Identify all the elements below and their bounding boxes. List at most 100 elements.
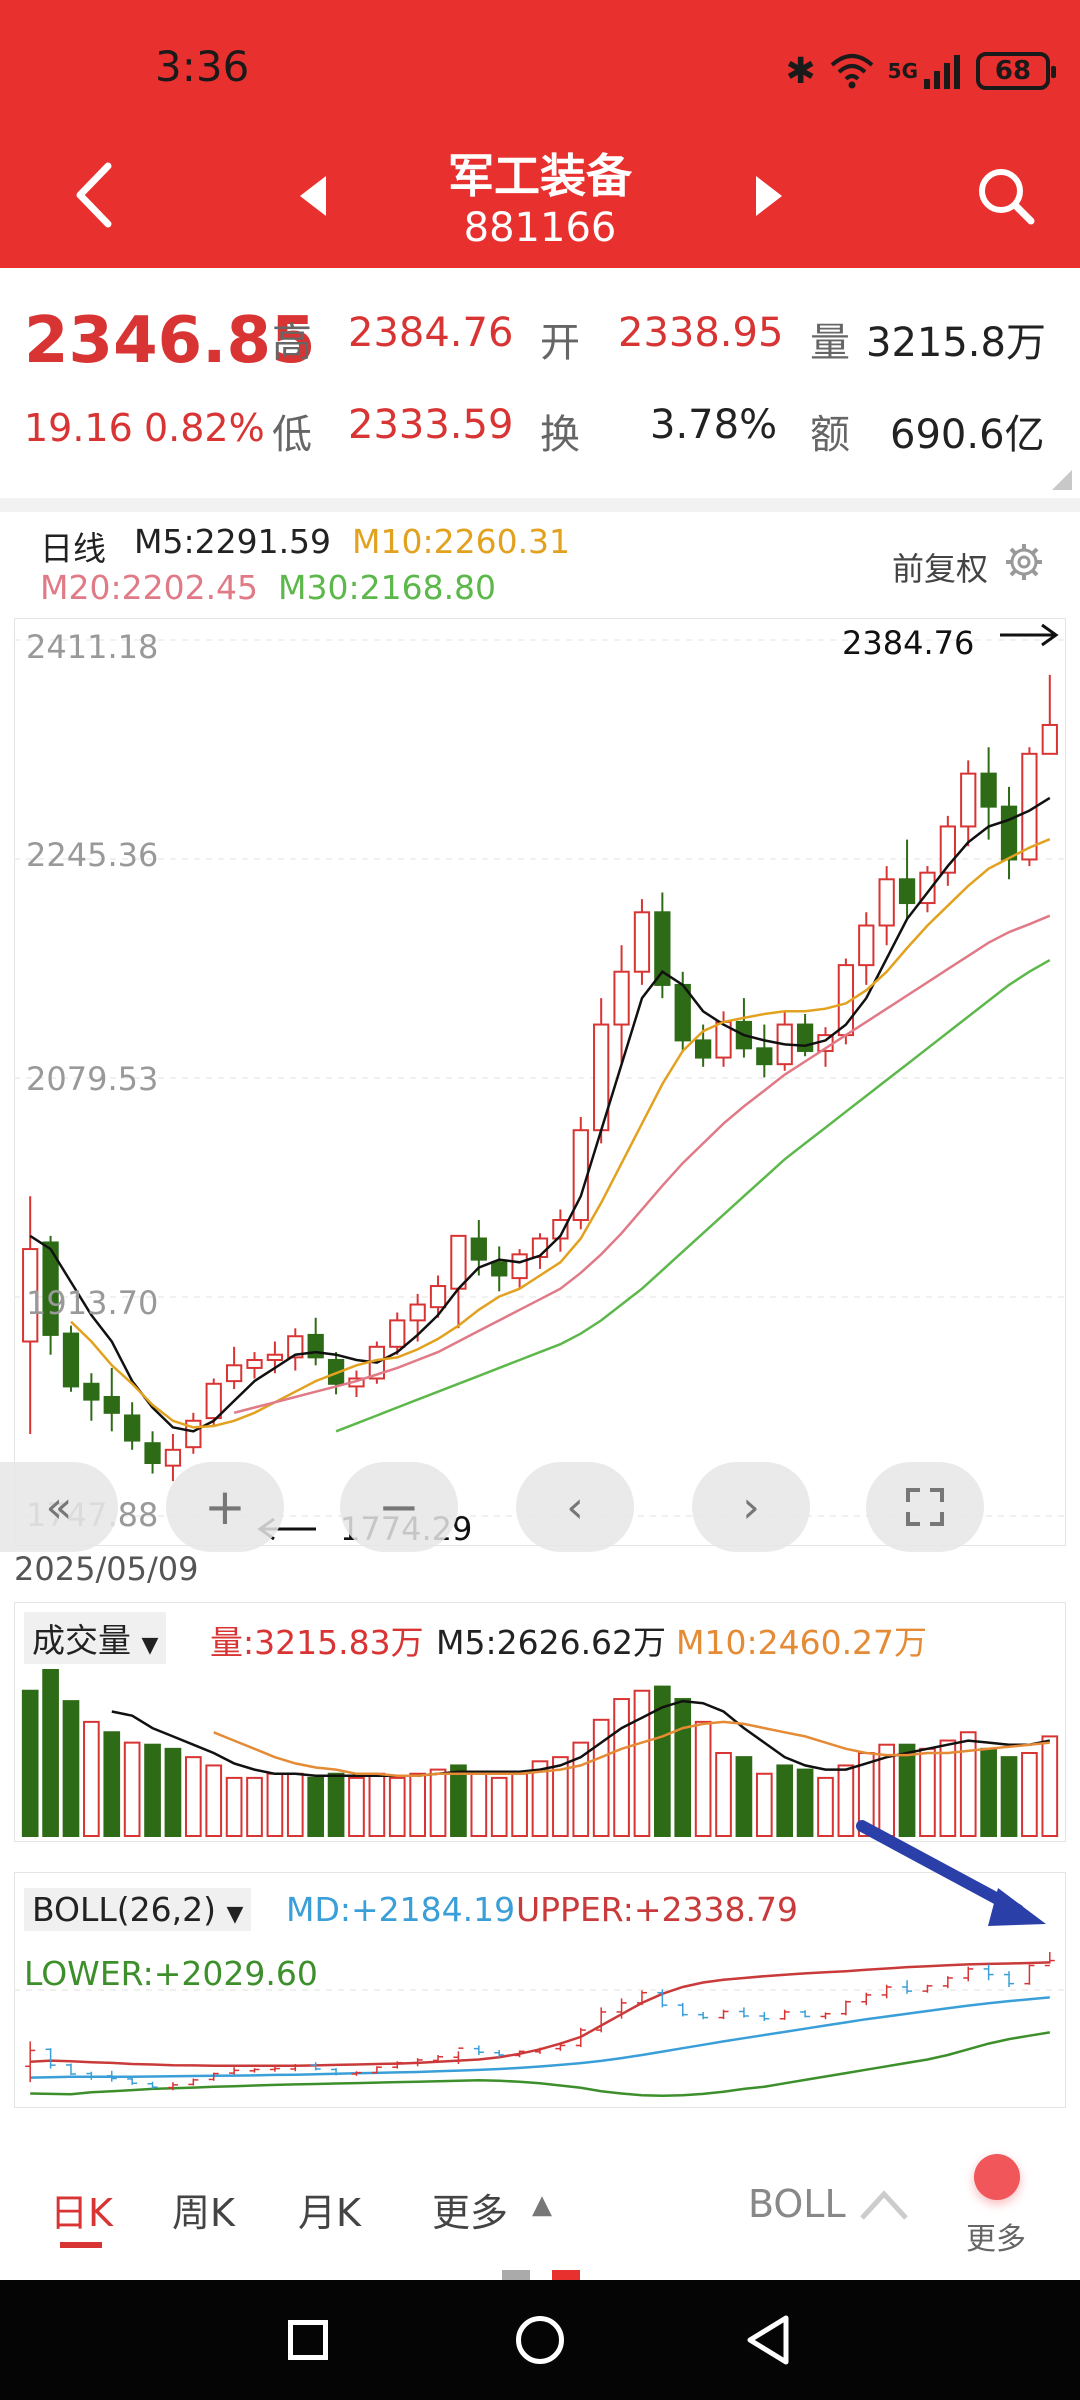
candle-body	[83, 1382, 100, 1401]
price-change: 19.16	[24, 406, 133, 450]
candle-body	[124, 1414, 141, 1442]
zoom-out-button[interactable]: −	[340, 1462, 458, 1552]
low-label: 低	[272, 412, 312, 458]
volume-chart-frame	[14, 1602, 1066, 1842]
recents-button[interactable]	[288, 2320, 328, 2360]
candle-body	[552, 1219, 569, 1240]
back-nav-icon[interactable]	[744, 2314, 792, 2366]
more-dot-icon[interactable]	[974, 2154, 1020, 2200]
zoom-in-button[interactable]: +	[166, 1462, 284, 1552]
bluetooth-icon: ✱	[785, 50, 816, 92]
candle-body	[164, 1448, 182, 1467]
last-price: 2346.85	[24, 304, 316, 378]
volume-value-label: 量:3215.83万	[210, 1623, 424, 1662]
volume-bar	[409, 1772, 426, 1837]
volume-ma10-line	[213, 1720, 1050, 1778]
gear-icon[interactable]	[1004, 542, 1044, 582]
next-stock-icon[interactable]	[750, 172, 786, 220]
volume-label: 量	[810, 320, 850, 366]
volume-bar	[490, 1776, 508, 1837]
candle-body	[980, 772, 997, 808]
tab-week-k[interactable]: 周K	[172, 2191, 235, 2235]
tab-more[interactable]: 更多	[432, 2191, 509, 2235]
search-icon[interactable]	[976, 166, 1036, 226]
ma5-value: M5:2291.59	[134, 522, 332, 561]
boll-md: MD:+2184.19	[286, 1890, 516, 1929]
candle-body	[389, 1319, 406, 1348]
volume-ma5: M5:2626.62万	[436, 1623, 667, 1662]
chevron-left-icon: ‹	[566, 1481, 584, 1533]
divider	[0, 498, 1080, 512]
volume-bar	[327, 1772, 345, 1837]
volume-bar	[103, 1731, 121, 1837]
volume-bar	[837, 1764, 855, 1837]
turnover-label: 换	[540, 412, 580, 458]
volume-bar	[21, 1689, 39, 1837]
scroll-left-button[interactable]: ‹	[516, 1462, 634, 1552]
y-tick-3: 2079.53	[26, 1060, 159, 1098]
candle-body	[22, 1248, 39, 1343]
wifi-icon	[830, 54, 873, 89]
volume-bar	[62, 1700, 80, 1837]
boll-md-line	[30, 1996, 1050, 2079]
volume-bar	[307, 1776, 325, 1837]
volume-bar	[368, 1772, 386, 1837]
candle-body	[633, 911, 651, 973]
candle-body	[878, 878, 895, 927]
candle-body	[858, 924, 875, 967]
plus-icon: +	[204, 1478, 246, 1536]
system-nav-bar	[0, 2280, 1080, 2400]
tab-month-k[interactable]: 月K	[298, 2191, 361, 2235]
back-icon[interactable]	[70, 160, 120, 230]
candle-body	[613, 970, 630, 1026]
volume-bar	[388, 1776, 406, 1837]
volume-bar	[654, 1685, 671, 1837]
volume-bar	[959, 1731, 977, 1837]
volume-bar	[796, 1768, 814, 1838]
boll-indicator-select[interactable]: BOLL(26,2) ▼	[24, 1888, 252, 1931]
volume-bar	[552, 1756, 569, 1837]
kline-chart[interactable]	[14, 618, 1066, 1546]
volume-bar	[1000, 1756, 1018, 1837]
candle-body	[225, 1364, 243, 1383]
candle-body	[511, 1253, 528, 1280]
fullscreen-icon	[906, 1488, 944, 1526]
prev-stock-icon[interactable]	[296, 172, 332, 220]
status-icons: ✱ 5G 68	[785, 48, 1056, 94]
candle-body	[1000, 805, 1018, 861]
fullscreen-button[interactable]	[866, 1462, 984, 1552]
volume-bar	[266, 1772, 284, 1837]
y-tick-2: 2245.36	[26, 836, 159, 874]
ma20-value: M20:2202.45	[40, 568, 259, 607]
tab-day-k[interactable]: 日K	[50, 2191, 113, 2235]
tab-indicator[interactable]: BOLL	[748, 2182, 846, 2226]
candle-body	[287, 1335, 304, 1359]
volume-bar	[817, 1776, 834, 1837]
chevron-up-icon[interactable]	[858, 2188, 910, 2222]
boll-lower-line	[30, 2031, 1050, 2097]
volume-bar	[123, 1741, 141, 1837]
caret-down-icon: ▼	[141, 1633, 159, 1658]
home-button[interactable]	[516, 2316, 564, 2364]
volume-indicator-select[interactable]: 成交量 ▼	[24, 1612, 167, 1664]
volume-chart[interactable]	[14, 1602, 1066, 1842]
candle-body	[470, 1237, 487, 1261]
candle-body	[42, 1241, 59, 1336]
adjust-button[interactable]: 前复权	[892, 550, 989, 588]
candle-body	[450, 1234, 467, 1290]
candle-body	[898, 878, 916, 905]
volume-bar	[144, 1743, 161, 1837]
volume-ma10: M10:2460.27万	[676, 1623, 928, 1662]
chevron-right-icon: ›	[742, 1481, 760, 1533]
scroll-start-button[interactable]: «	[0, 1462, 118, 1552]
boll-chart[interactable]	[14, 1872, 1066, 2108]
candle-body	[429, 1285, 447, 1309]
volume-bar	[531, 1760, 549, 1837]
double-chevron-left-icon: «	[45, 1481, 73, 1533]
volume-bar	[715, 1752, 732, 1837]
scroll-right-button[interactable]: ›	[692, 1462, 810, 1552]
tab-more-2[interactable]: 更多	[966, 2222, 1026, 2257]
expand-corner-icon[interactable]	[1052, 470, 1072, 490]
volume-bar	[755, 1772, 773, 1837]
volume-bar	[450, 1764, 467, 1837]
